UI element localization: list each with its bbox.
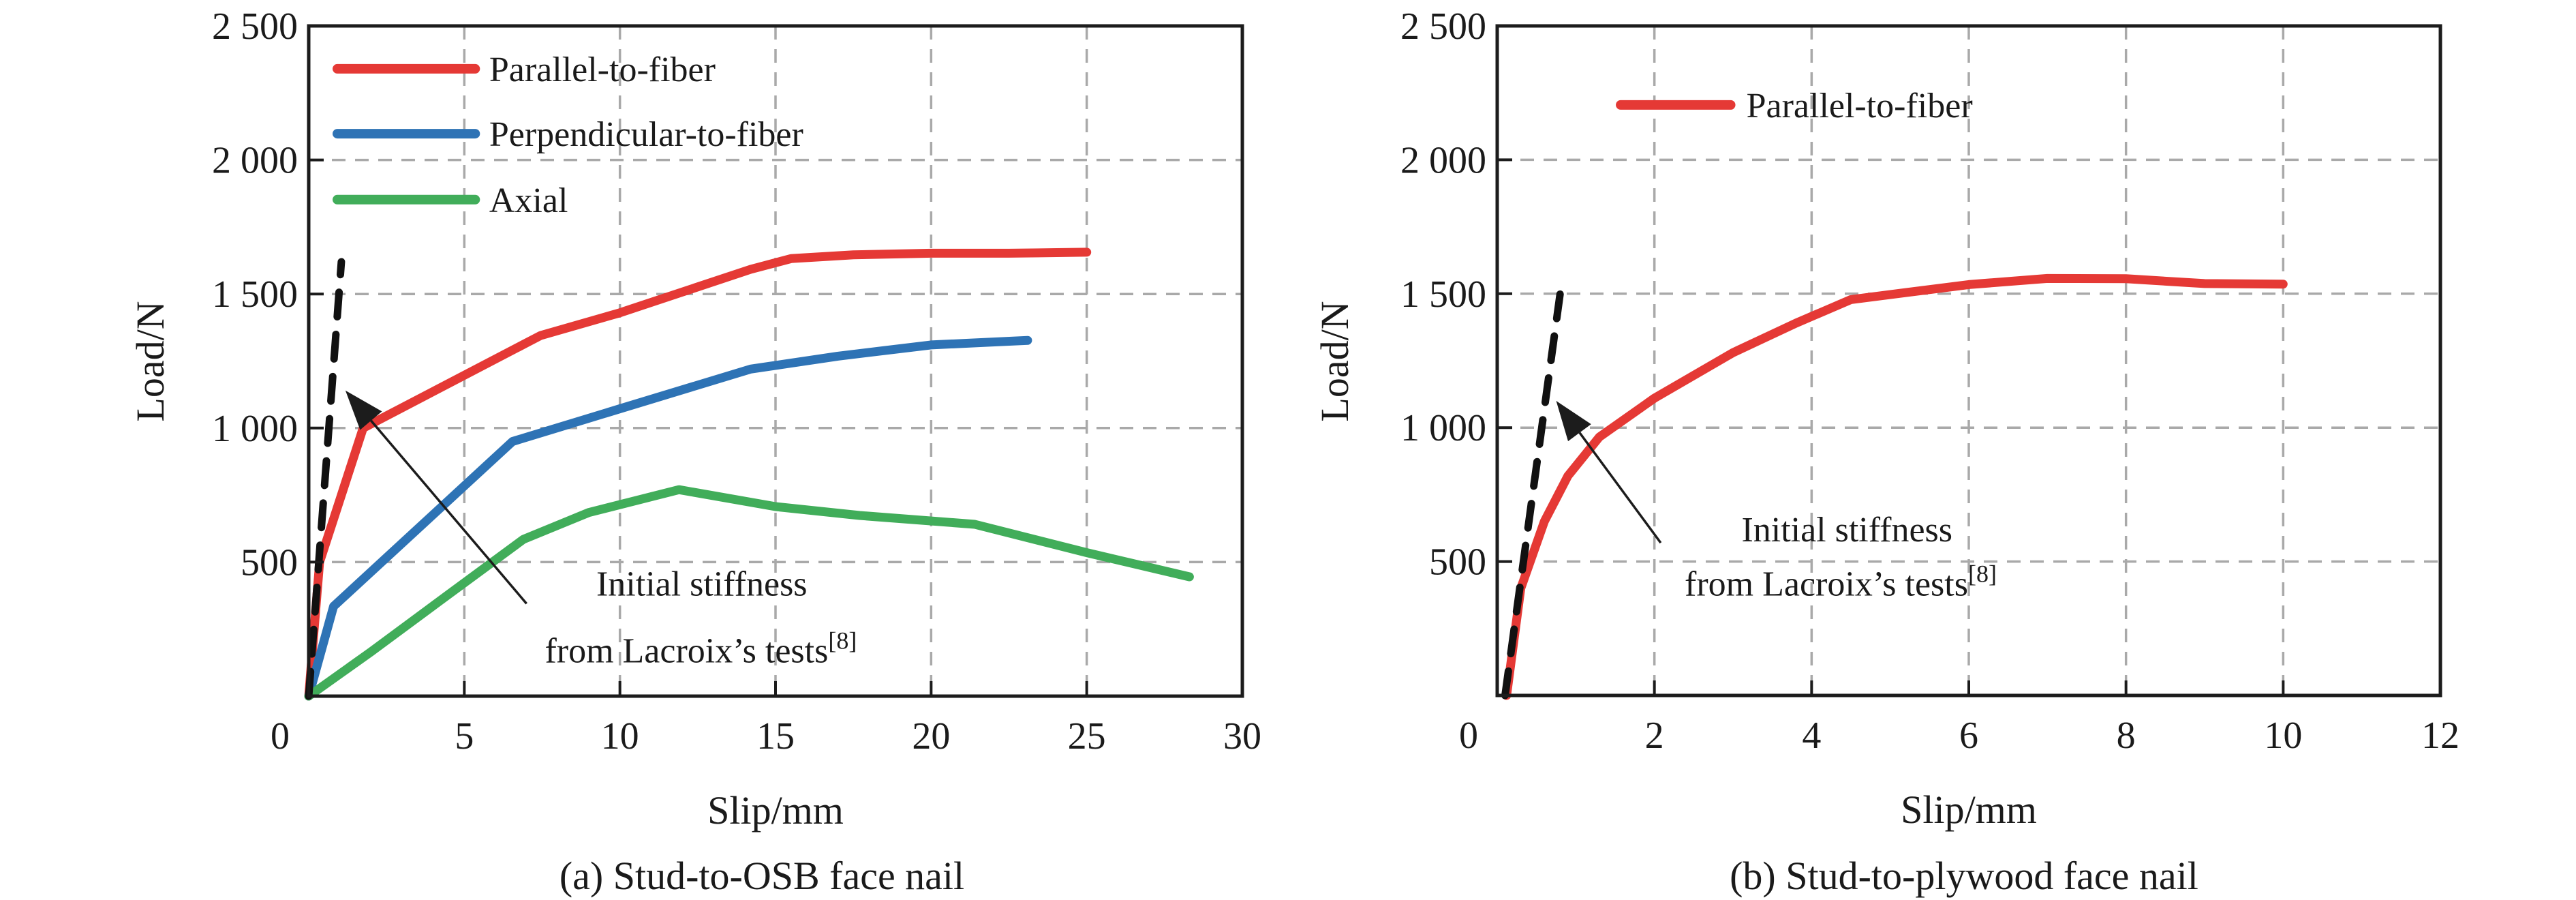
curve-perpendicular-to-fiber [304,335,1032,701]
x-tick-label-5: 5 [455,715,474,758]
annotation-text-line1: Initial stiffness [596,565,808,603]
x-tick-label-12: 12 [2421,715,2459,757]
x-tick-label-10: 10 [2264,715,2302,757]
x-tick-label-6: 6 [1959,715,1978,757]
y-tick-label-2000: 2 000 [1400,139,1486,181]
curve-parallel-to-fiber [1502,273,2288,700]
y-tick-label-1500: 1 500 [1400,273,1486,316]
annotation-text-line2: from Lacroix’s tests[8] [545,627,857,670]
annotation-text-line2: from Lacroix’s tests[8] [1685,560,1997,603]
y-tick-label-500: 500 [1429,541,1486,584]
x-tick-label-2: 2 [1645,715,1664,757]
y-tick-label-500: 500 [241,541,298,584]
legend-label-0: Parallel-to-fiber [1747,87,1973,125]
initial-stiffness-dashed-line [305,258,346,700]
legend-label-0: Parallel-to-fiber [489,50,716,89]
x-axis-title: Slip/mm [1901,787,2037,832]
x-tick-label-15: 15 [756,715,795,758]
curve-axial [304,485,1194,701]
panel-a: Parallel-to-fiber Perpendicular-to-fiber A… [128,5,1261,898]
x-tick-label-0: 0 [1459,715,1478,757]
y-tick-label-1000: 1 000 [1400,407,1486,449]
y-axis-title: Load/N [128,301,172,421]
x-axis-title: Slip/mm [707,788,844,832]
annotation-superscript-ref: [8] [1968,560,1997,587]
x-tick-label-10: 10 [601,715,639,758]
x-tick-label-20: 20 [912,715,950,758]
annotation-text-line1: Initial stiffness [1741,511,1952,550]
y-tick-label-1500: 1 500 [212,273,298,316]
x-tick-label-25: 25 [1068,715,1106,758]
annotation-arrow-line [370,419,527,605]
annotation-arrowhead [345,390,382,430]
curve-parallel-to-fiber [304,247,1092,701]
caption: (b) Stud-to-plywood face nail [1730,854,2198,898]
annotation-superscript-ref: [8] [828,627,857,654]
y-axis-title: Load/N [1313,301,1357,421]
annotation-arrowhead [1556,400,1591,442]
y-tick-label-1000: 1 000 [212,408,298,450]
legend-label-1: Perpendicular-to-fiber [489,115,803,154]
y-tick-label-2500: 2 500 [1400,5,1486,48]
x-tick-label-4: 4 [1802,715,1821,757]
initial-stiffness-dashed-line [1501,284,1565,700]
legend-label-2: Axial [489,181,568,220]
caption: (a) Stud-to-OSB face nail [559,854,964,898]
y-tick-label-2000: 2 000 [212,140,298,182]
annotation-arrow-line [1578,432,1662,544]
panel-b: Parallel-to-fiber Initial stiffness from L… [1313,5,2459,898]
x-tick-label-8: 8 [2117,715,2136,757]
x-tick-label-0: 0 [271,715,290,758]
y-tick-label-2500: 2 500 [212,5,298,48]
x-tick-label-30: 30 [1223,715,1261,758]
